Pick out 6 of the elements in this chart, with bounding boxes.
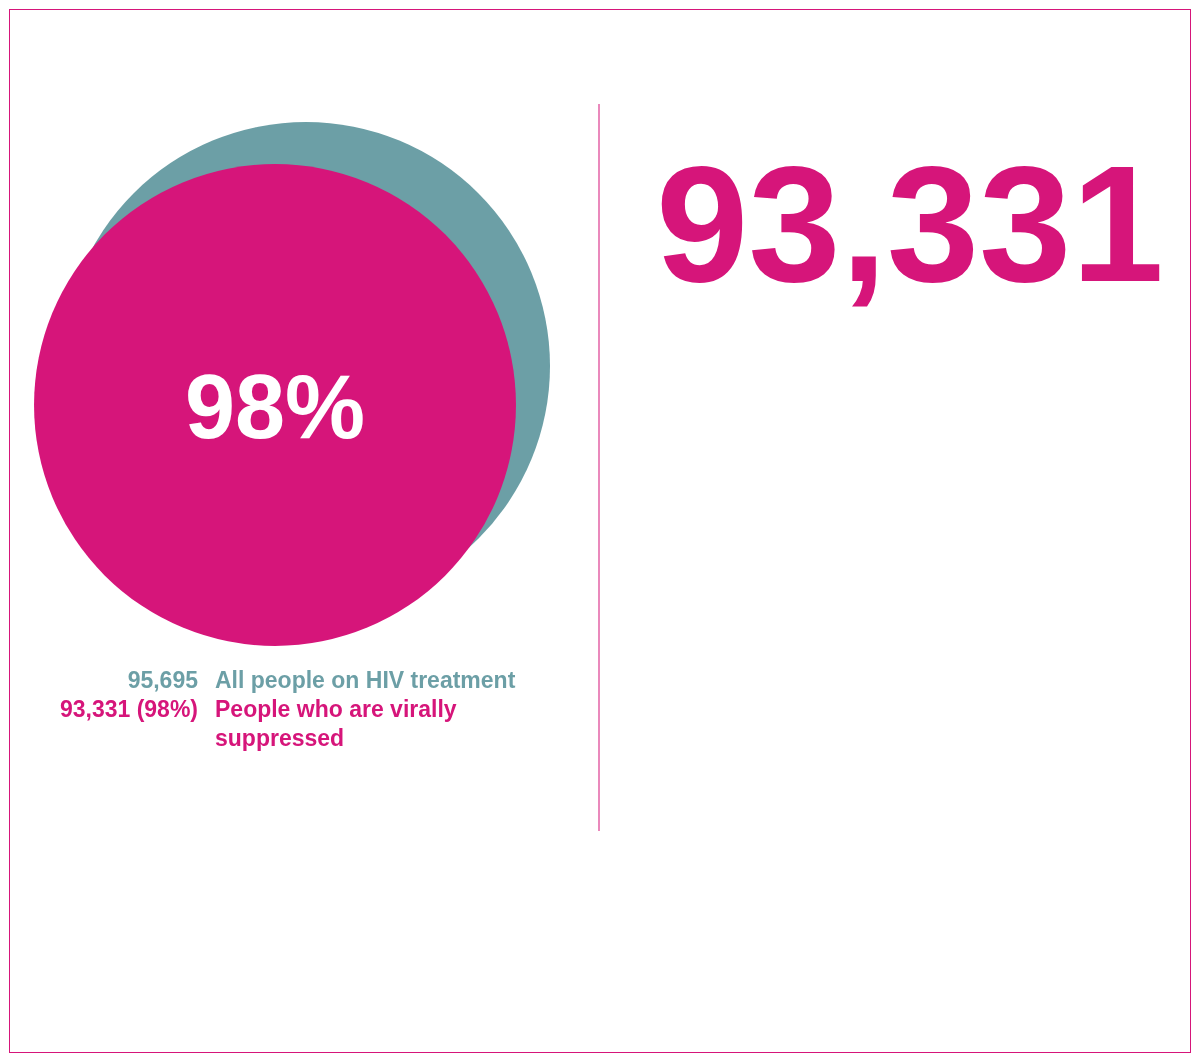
text: 93,331 <box>656 131 1164 316</box>
data-label: 95,695 <box>127 667 199 693</box>
data-label: 93,331 (98%) <box>59 696 198 722</box>
category-label: All people on HIV treatment <box>215 667 516 693</box>
text: 98% <box>184 357 366 458</box>
category-label: People who are virally suppressed <box>215 696 457 751</box>
